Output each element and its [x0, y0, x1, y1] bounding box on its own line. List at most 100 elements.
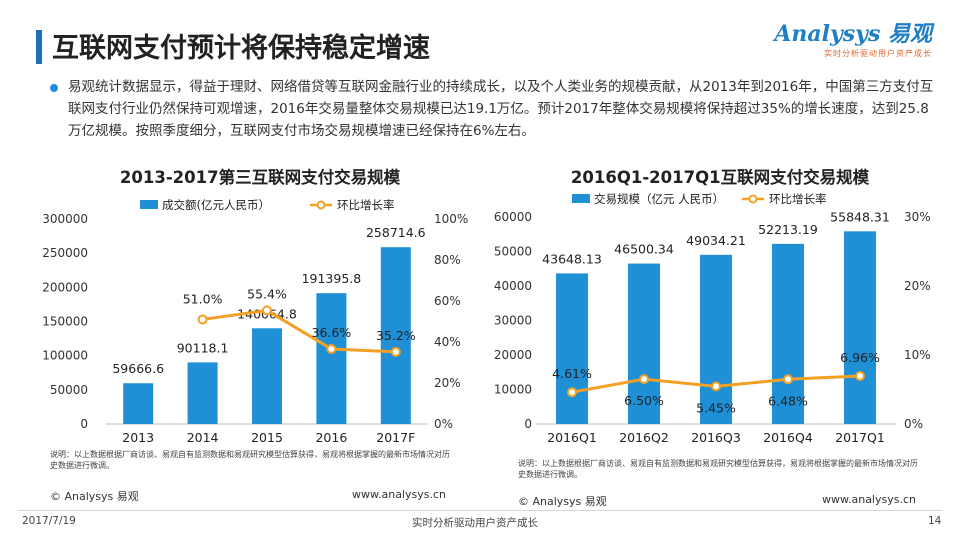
bar: [316, 293, 347, 424]
chart2-site-link[interactable]: www.analysys.cn: [822, 493, 916, 506]
growth-rate-point: [639, 374, 649, 385]
legend-bar-swatch: [140, 200, 158, 209]
left-axis-tick-label: 50000: [50, 383, 88, 397]
legend-bar-label: 成交额(亿元人民币）: [162, 198, 270, 212]
legend-line-marker: [748, 194, 758, 204]
growth-rate-label: 4.61%: [552, 366, 592, 381]
left-axis-tick-label: 40000: [494, 279, 532, 293]
legend-bar-swatch: [572, 194, 590, 203]
bar-value-label: 52213.19: [758, 222, 818, 237]
chart1-copyright: © Analysys 易观: [50, 490, 139, 503]
growth-rate-point: [262, 305, 272, 316]
bullet-dot: [50, 84, 58, 92]
bar: [187, 362, 218, 424]
legend-line-marker: [316, 200, 326, 210]
brand-logo: Analysys 易观 实时分析驱动用户资产成长: [774, 16, 932, 59]
bar-value-label: 258714.6: [366, 225, 426, 240]
left-axis-tick-label: 30000: [494, 314, 532, 328]
chart1-site-link[interactable]: www.analysys.cn: [352, 488, 446, 501]
page-number: 14: [928, 515, 942, 527]
left-axis-tick-label: 250000: [42, 246, 88, 260]
legend-line-label: 环比增长率: [337, 198, 395, 212]
left-axis-tick-label: 20000: [494, 348, 532, 362]
bar: [252, 328, 282, 424]
growth-rate-label: 55.4%: [247, 286, 287, 301]
x-tick-label: 2017Q1: [835, 430, 885, 445]
right-axis-tick-label: 10%: [904, 348, 931, 362]
x-tick-label: 2016: [315, 430, 347, 445]
legend-line-label: 环比增长率: [769, 192, 827, 206]
footer-divider: [18, 510, 942, 511]
bar-value-label: 46500.34: [614, 242, 674, 257]
growth-rate-line: [202, 308, 396, 354]
bar-value-label: 49034.21: [686, 233, 746, 248]
bar: [556, 273, 588, 424]
logo-tagline: 实时分析驱动用户资产成长: [824, 49, 932, 58]
chart1-note: 说明：以上数据根据厂商访谈、易观自有监测数据和易观研究模型估算获得，易观将根据掌…: [50, 450, 450, 470]
growth-rate-point: [567, 387, 577, 398]
growth-rate-point: [783, 374, 793, 385]
left-axis-tick-label: 150000: [42, 315, 88, 329]
growth-rate-point: [326, 343, 337, 354]
bar: [772, 243, 804, 424]
chart2-title: 2016Q1-2017Q1互联网支付交易规模: [570, 168, 870, 187]
summary-paragraph: 易观统计数据显示，得益于理财、网络借贷等互联网金融行业的持续成长，以及个人类业务…: [68, 79, 934, 139]
x-tick-label: 2017F: [376, 430, 415, 445]
bar-value-label: 55848.31: [830, 209, 890, 224]
logo-text: Analysys 易观: [774, 21, 932, 47]
x-tick-label: 2013: [122, 430, 154, 445]
growth-rate-label: 6.96%: [840, 350, 880, 365]
title-accent-bar: [36, 30, 42, 64]
right-axis-tick-label: 40%: [434, 335, 461, 349]
right-axis-tick-label: 100%: [434, 212, 468, 226]
left-axis-tick-label: 0: [80, 417, 88, 431]
left-axis-tick-label: 60000: [494, 210, 532, 224]
bar-value-label: 90118.1: [177, 340, 229, 355]
growth-rate-point: [855, 370, 865, 381]
left-axis-tick-label: 300000: [42, 212, 88, 226]
growth-rate-label: 5.45%: [696, 400, 736, 415]
growth-rate-label: 36.6%: [312, 325, 352, 340]
right-axis-tick-label: 80%: [434, 253, 461, 267]
footer-slogan: 实时分析驱动用户资产成长: [412, 517, 538, 529]
right-axis-tick-label: 20%: [434, 376, 461, 390]
right-axis-tick-label: 60%: [434, 294, 461, 308]
growth-rate-label: 6.48%: [768, 393, 808, 408]
x-tick-label: 2016Q3: [691, 430, 741, 445]
left-axis-tick-label: 200000: [42, 280, 88, 294]
bar-value-label: 191395.8: [302, 271, 362, 286]
x-tick-label: 2014: [187, 430, 219, 445]
x-tick-label: 2015: [251, 430, 283, 445]
left-axis-tick-label: 50000: [494, 245, 532, 259]
bar: [628, 263, 660, 424]
bar: [380, 247, 411, 424]
chart1-annual-volume: 0 50000 100000 150000 200000 250000 300000 0% 20…: [42, 198, 468, 445]
growth-rate-point: [390, 346, 401, 357]
left-axis-tick-label: 100000: [42, 349, 88, 363]
chart2-note: 说明：以上数据根据厂商访谈、易观自有监测数据和易观研究模型估算获得，易观将根据掌…: [518, 459, 918, 479]
x-tick-label: 2016Q4: [763, 430, 813, 445]
legend-bar-label: 交易规模（亿元 人民币）: [594, 192, 724, 206]
bar-value-label: 59666.6: [112, 361, 164, 376]
chart1-title: 2013-2017第三互联网支付交易规模: [119, 168, 401, 187]
bar: [700, 254, 732, 424]
right-axis-tick-label: 0%: [434, 417, 453, 431]
chart2-copyright: © Analysys 易观: [518, 495, 607, 508]
left-axis-tick-label: 10000: [494, 383, 532, 397]
footer-date: 2017/7/19: [22, 515, 76, 527]
x-tick-label: 2016Q2: [619, 430, 669, 445]
right-axis-tick-label: 0%: [904, 417, 923, 431]
bar: [844, 231, 876, 424]
x-tick-label: 2016Q1: [547, 430, 597, 445]
growth-rate-point: [711, 381, 721, 392]
chart2-quarterly-volume: 0 10000 20000 30000 40000 50000 60000 0% 10% 20% 3…: [494, 192, 931, 445]
left-axis-tick-label: 0: [524, 417, 532, 431]
growth-rate-label: 35.2%: [376, 328, 416, 343]
growth-rate-label: 6.50%: [624, 393, 664, 408]
growth-rate-point: [197, 314, 208, 325]
right-axis-tick-label: 30%: [904, 210, 931, 224]
growth-rate-label: 51.0%: [183, 291, 223, 306]
page-title: 互联网支付预计将保持稳定增速: [52, 33, 430, 64]
bar-value-label: 43648.13: [542, 251, 602, 266]
right-axis-tick-label: 20%: [904, 279, 931, 293]
